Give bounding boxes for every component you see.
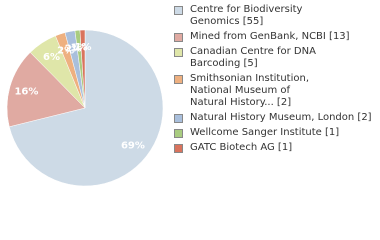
slice-label: 1%: [71, 42, 88, 53]
pie-slice: [79, 29, 86, 109]
legend-item: Canadian Centre for DNA Barcoding [5]: [172, 46, 320, 70]
slice-label: 16%: [14, 86, 38, 97]
pie-slice: [8, 29, 164, 187]
legend-item: Natural History Museum, London [2]: [172, 112, 377, 124]
legend-swatch: [174, 75, 183, 84]
legend-label: Natural History Museum, London [2]: [190, 112, 372, 123]
legend-label: Centre for Biodiversity Genomics [55]: [190, 4, 303, 27]
slice-label: 2%: [57, 45, 74, 56]
legend-swatch: [174, 129, 183, 138]
legend-label: Smithsonian Institution, National Museum…: [190, 73, 310, 108]
legend-swatch: [174, 114, 183, 123]
slice-label: 2%: [65, 43, 82, 54]
pie-chart: 69%16%6%2%2%1%1%: [6, 29, 164, 187]
legend-item: GATC Biotech AG [1]: [172, 142, 377, 154]
legend-swatch: [174, 33, 183, 42]
legend-label: Canadian Centre for DNA Barcoding [5]: [190, 46, 316, 69]
slice-label: 1%: [75, 42, 92, 53]
slice-label: 6%: [43, 52, 60, 63]
pie-slice: [6, 52, 86, 128]
legend-item: Centre for Biodiversity Genomics [55]: [172, 4, 320, 28]
legend: Centre for Biodiversity Genomics [55] Min…: [172, 4, 377, 157]
slice-label: 69%: [121, 140, 145, 151]
legend-label: GATC Biotech AG [1]: [190, 142, 293, 153]
legend-swatch: [174, 48, 183, 57]
legend-label: Mined from GenBank, NCBI [13]: [190, 31, 350, 42]
legend-item: Wellcome Sanger Institute [1]: [172, 127, 377, 139]
legend-item: Smithsonian Institution, National Museum…: [172, 73, 315, 109]
legend-swatch: [174, 144, 183, 153]
legend-swatch: [174, 6, 183, 15]
legend-item: Mined from GenBank, NCBI [13]: [172, 31, 377, 43]
legend-label: Wellcome Sanger Institute [1]: [190, 127, 340, 138]
